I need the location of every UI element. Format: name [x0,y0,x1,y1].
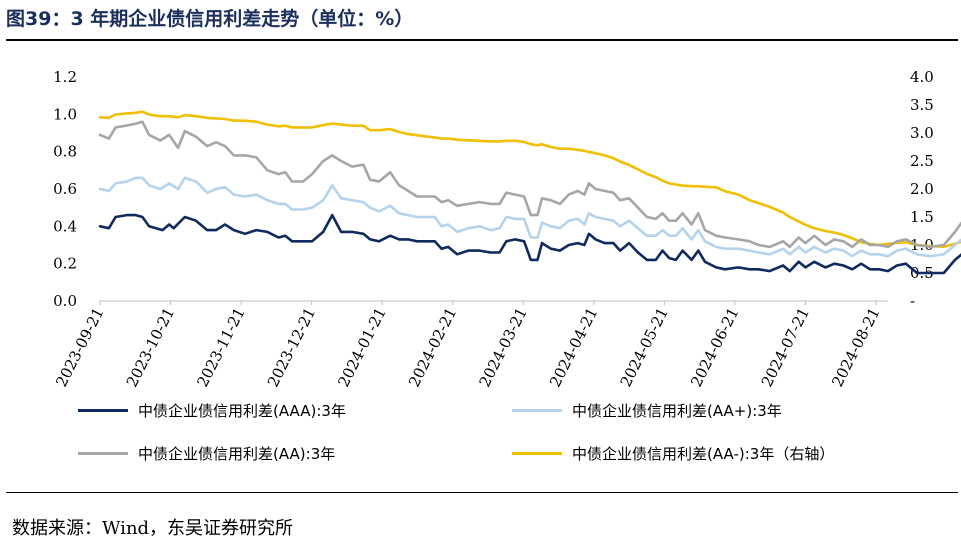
y-left-tick-label: 1.2 [53,68,77,86]
y-right-tick-label: 1.5 [910,208,934,226]
series-layer [98,110,961,275]
legend-label-aa-plus: 中债企业债信用利差(AA+):3年 [572,401,782,420]
legend-swatch-aa [78,451,128,455]
series-line-aaa [98,213,961,275]
legend-item-aa-plus: 中债企业债信用利差(AA+):3年 [512,399,782,421]
y-left-tick-label: 0.4 [53,217,77,235]
source-note: 数据来源：Wind，东吴证券研究所 [12,518,294,539]
legend-label-aaa: 中债企业债信用利差(AAA):3年 [138,401,346,420]
series-line-aa [98,120,961,249]
x-tick-label: 2024-04-21 [546,305,601,390]
y-left-tick-label: 0.8 [53,143,77,161]
y-left-tick-label: 0.0 [53,292,77,310]
legend-swatch-aaa [78,408,128,412]
legend-swatch-aa-minus [512,451,562,455]
series-line-aa-plus [98,176,961,258]
y-left-tick-label: 0.6 [53,180,77,198]
chart-title: 图39：3 年期企业债信用利差走势（单位：%） [6,8,414,30]
x-tick-label: 2023-09-21 [52,305,107,390]
x-tick-label: 2024-02-21 [405,305,460,390]
bottom-rule [6,492,958,493]
line-chart: 0.00.20.40.60.81.01.2-0.51.01.52.02.53.0… [52,68,961,390]
legend-label-aa-minus: 中债企业债信用利差(AA-):3年（右轴） [572,444,835,463]
y-right-tick-label: 2.0 [910,180,934,198]
x-tick-label: 2024-08-21 [828,305,883,390]
y-right-tick-label: 3.0 [910,124,934,142]
legend-item-aaa: 中债企业债信用利差(AAA):3年 [78,399,346,421]
x-tick-label: 2024-07-21 [758,305,813,390]
x-tick-label: 2024-05-21 [617,305,672,390]
x-tick-label: 2024-06-21 [687,305,742,390]
y-right-tick-label: 3.5 [910,96,934,114]
legend-swatch-aa-plus [512,408,562,412]
y-left-tick-label: 1.0 [53,105,77,123]
y-left-tick-label: 0.2 [53,255,77,273]
y-right-tick-label: - [910,292,915,310]
legend-item-aa-minus: 中债企业债信用利差(AA-):3年（右轴） [512,442,834,464]
top-rule [6,39,958,41]
x-tick-label: 2023-11-21 [193,305,248,390]
legend-item-aa: 中债企业债信用利差(AA):3年 [78,442,335,464]
legend-label-aa: 中债企业债信用利差(AA):3年 [138,444,336,463]
x-tick-label: 2023-12-21 [264,305,319,390]
y-right-tick-label: 4.0 [910,68,934,86]
y-right-tick-label: 2.5 [910,152,934,170]
x-tick-label: 2023-10-21 [123,305,178,390]
x-tick-label: 2024-01-21 [334,305,389,390]
x-tick-label: 2024-03-21 [476,305,531,390]
